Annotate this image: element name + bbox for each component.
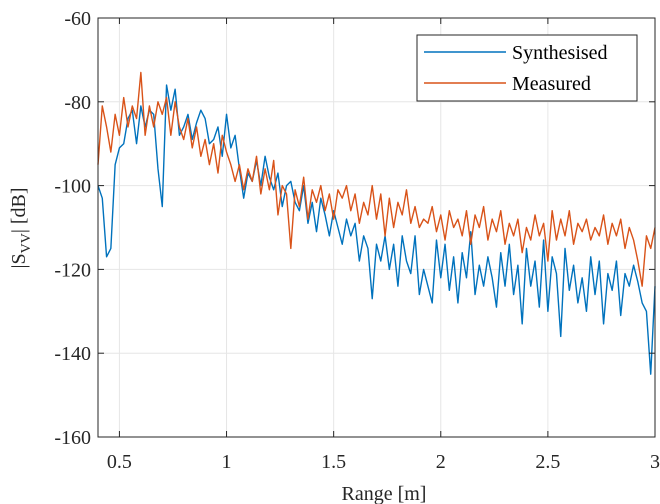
y-tick-label-5: -60 (64, 8, 91, 30)
y-tick-label-3: -100 (54, 176, 91, 198)
series-line-synthesised (97, 84, 656, 375)
legend-label-synthesised: Synthesised (512, 42, 608, 64)
y-axis-label-base: |S (8, 253, 30, 268)
y-tick-label-4: -80 (64, 92, 91, 114)
tick-labels: 0.5 1 1.5 2 2.5 3 -160 -140 -120 -100 -80 -60 (54, 8, 660, 473)
y-axis-label: |SVV| [dB] (8, 187, 34, 268)
axes (97, 17, 656, 438)
x-tick-label-2: 1.5 (321, 451, 346, 473)
y-axis-label-subscript: VV (19, 233, 34, 253)
x-tick-label-3: 2 (436, 451, 446, 473)
series-group (97, 71, 656, 375)
legend: Synthesised Measured (416, 34, 638, 102)
legend-box (416, 34, 638, 102)
y-tick-label-0: -160 (54, 427, 91, 449)
series-line-measured (97, 71, 656, 287)
x-tick-label-0: 0.5 (107, 451, 132, 473)
y-tick-label-2: -120 (54, 259, 91, 281)
legend-label-measured: Measured (512, 73, 591, 95)
y-axis-label-rest: | [dB] (8, 187, 30, 233)
x-tick-label-4: 2.5 (535, 451, 560, 473)
x-tick-label-5: 3 (650, 451, 660, 473)
y-tick-label-1: -140 (54, 343, 91, 365)
axes-box (97, 17, 656, 438)
x-axis-label: Range [m] (342, 483, 427, 504)
x-tick-label-1: 1 (222, 451, 232, 473)
